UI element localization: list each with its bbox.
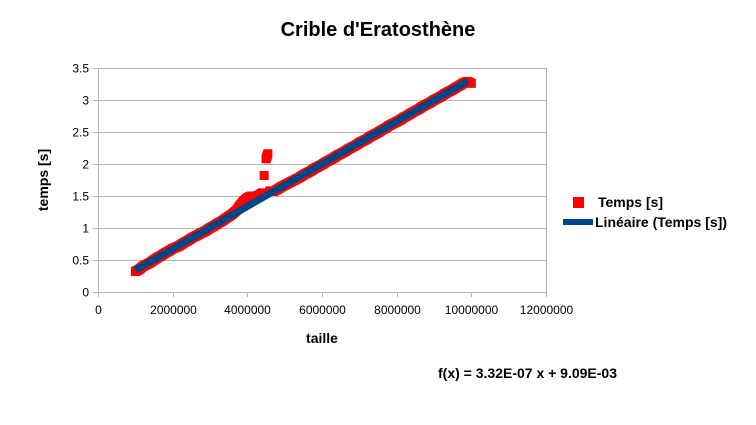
gridlines (93, 68, 546, 293)
trendline-equation: f(x) = 3.32E-07 x + 9.09E-03 (438, 365, 617, 381)
svg-text:3: 3 (82, 94, 89, 108)
svg-text:4000000: 4000000 (224, 303, 271, 317)
legend-item-lineaire: Linéaire (Temps [s]) (563, 212, 727, 232)
svg-text:6000000: 6000000 (299, 303, 346, 317)
svg-text:3.5: 3.5 (72, 62, 89, 76)
legend: Temps [s] Linéaire (Temps [s]) (563, 192, 727, 232)
svg-text:12000000: 12000000 (520, 303, 574, 317)
svg-text:1: 1 (82, 222, 89, 236)
svg-text:2.5: 2.5 (72, 126, 89, 140)
x-axis-label: taille (306, 330, 338, 346)
svg-text:1.5: 1.5 (72, 190, 89, 204)
legend-item-temps: Temps [s] (563, 192, 727, 212)
svg-text:2: 2 (82, 158, 89, 172)
svg-text:2000000: 2000000 (150, 303, 197, 317)
red-square-marker-icon (573, 196, 584, 208)
svg-text:0: 0 (95, 303, 102, 317)
svg-text:10000000: 10000000 (445, 303, 499, 317)
x-tick-labels: 0 2000000 4000000 6000000 8000000 10000000 120… (95, 303, 573, 317)
svg-text:0: 0 (82, 286, 89, 300)
axes (98, 68, 547, 297)
data-point (259, 171, 269, 181)
svg-text:0.5: 0.5 (72, 254, 89, 268)
trendline-series (133, 78, 470, 274)
legend-label: Linéaire (Temps [s]) (595, 214, 727, 230)
y-tick-labels: 0 0.5 1 1.5 2 2.5 3 3.5 (72, 62, 89, 300)
svg-text:8000000: 8000000 (374, 303, 421, 317)
chart-title: Crible d'Eratosthène (280, 19, 476, 41)
legend-label: Temps [s] (598, 194, 664, 210)
blue-line-marker-icon (563, 219, 593, 225)
